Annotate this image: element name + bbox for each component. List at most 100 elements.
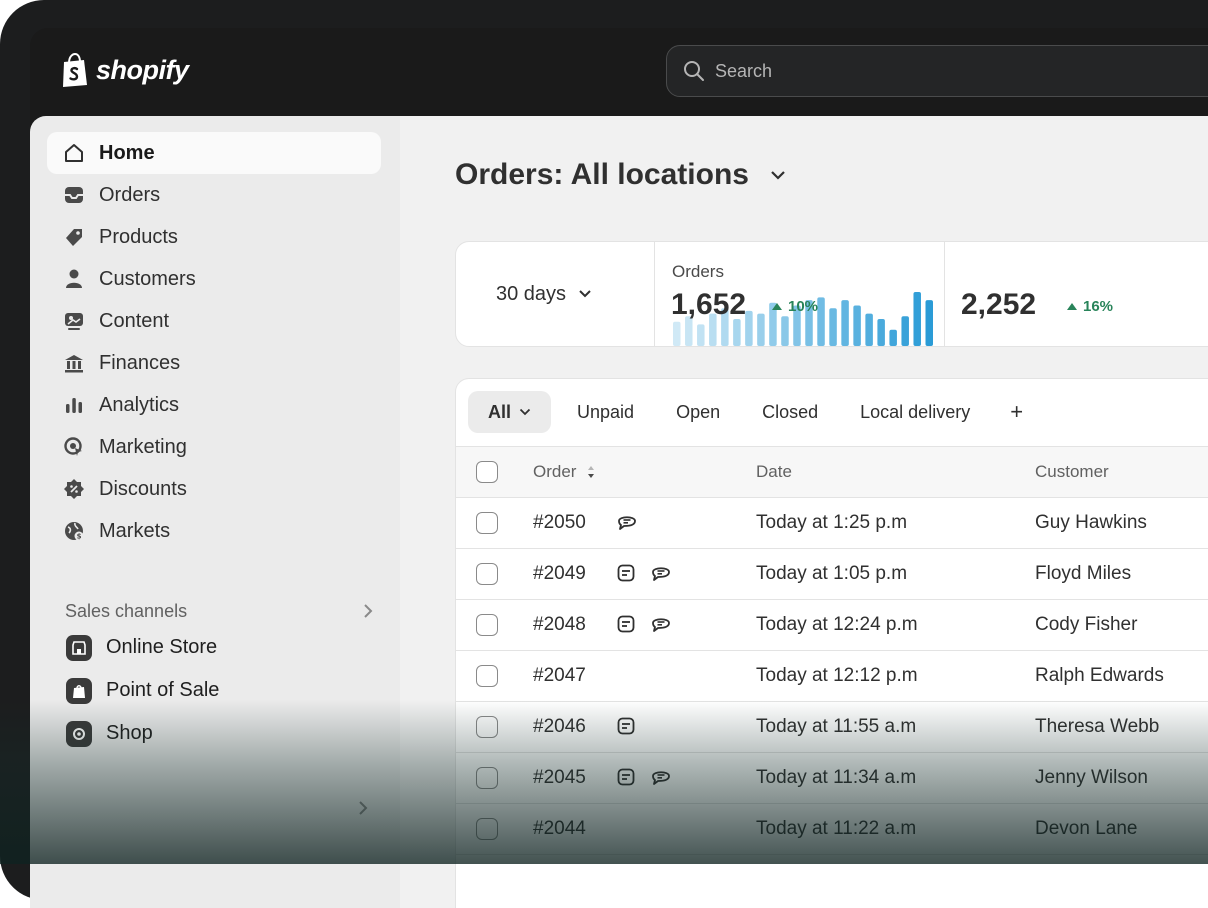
order-date: Today at 1:05 p.m: [756, 563, 908, 584]
tab-unpaid[interactable]: Unpaid: [557, 391, 654, 433]
channel-label: Point of Sale: [106, 679, 220, 701]
sidebar-item-label: Markets: [99, 519, 171, 542]
comment-icon: [650, 614, 672, 639]
image-icon: [65, 313, 83, 330]
tab-local-delivery[interactable]: Local delivery: [840, 391, 990, 433]
table-row[interactable]: #2047 Today at 12:12 p.m Ralph Edwards: [456, 651, 1208, 702]
table-row[interactable]: #2050 Today at 1:25 p.m Guy Hawkins: [456, 498, 1208, 549]
sidebar-item-markets[interactable]: $ Markets: [47, 510, 381, 552]
order-number[interactable]: #2050: [533, 512, 586, 533]
metric-value: 2,252: [961, 288, 1037, 321]
order-number[interactable]: #2047: [533, 665, 586, 686]
table-row[interactable]: #2048 Today at 12:24 p.m Cody Fisher: [456, 600, 1208, 651]
sales-channels-label: Sales channels: [65, 600, 188, 621]
order-indicators: [616, 614, 672, 639]
sidebar-item-label: Customers: [99, 267, 196, 290]
column-date[interactable]: Date: [756, 462, 792, 482]
order-customer: Ralph Edwards: [1035, 665, 1164, 686]
sidebar-item-finances[interactable]: Finances: [47, 342, 381, 384]
order-customer: Guy Hawkins: [1035, 512, 1147, 533]
column-order[interactable]: Order: [533, 462, 596, 482]
shopify-logo[interactable]: shopify: [60, 52, 189, 88]
inbox-icon: [65, 187, 83, 203]
sparkline-bar: [805, 300, 813, 346]
channel-online-store[interactable]: Online Store: [66, 626, 386, 669]
chevron-down-icon: [519, 408, 531, 416]
order-number[interactable]: #2046: [533, 716, 586, 737]
sparkline-bar: [769, 302, 777, 346]
sparkline-bar: [877, 319, 885, 346]
trend-value: 16%: [1083, 298, 1114, 315]
sidebar-item-label: Content: [99, 309, 170, 332]
tab-open[interactable]: Open: [656, 391, 740, 433]
metric-trend: 16%: [1066, 298, 1113, 315]
sidebar-item-discounts[interactable]: Discounts: [47, 468, 381, 510]
row-checkbox[interactable]: [476, 563, 498, 585]
order-date: Today at 11:22 a.m: [756, 818, 917, 839]
sidebar-item-label: Home: [99, 141, 155, 164]
sparkline-bar: [865, 313, 873, 346]
chevron-right-icon[interactable]: [356, 800, 370, 816]
sidebar: Home Orders Products Customers Content: [30, 116, 400, 908]
order-number[interactable]: #2049: [533, 563, 586, 584]
sparkline-bar: [841, 300, 849, 346]
sidebar-item-content[interactable]: Content: [47, 300, 381, 342]
sparkline-bar: [685, 316, 693, 346]
order-customer: Devon Lane: [1035, 818, 1138, 839]
add-tab-button[interactable]: +: [990, 391, 1043, 433]
sparkline-bar: [781, 316, 789, 346]
sales-channels-header[interactable]: Sales channels: [65, 596, 375, 626]
row-checkbox[interactable]: [476, 716, 498, 738]
order-number[interactable]: #2045: [533, 767, 586, 788]
sidebar-item-analytics[interactable]: Analytics: [47, 384, 381, 426]
channel-label: Online Store: [106, 636, 218, 658]
order-number[interactable]: #2044: [533, 818, 586, 839]
table-row[interactable]: #2046 Today at 11:55 a.m Theresa Webb: [456, 702, 1208, 753]
sidebar-item-customers[interactable]: Customers: [47, 258, 381, 300]
sidebar-nav: Home Orders Products Customers Content: [47, 132, 381, 552]
svg-text:$: $: [77, 533, 82, 541]
order-date: Today at 12:12 p.m: [756, 665, 918, 686]
table-row[interactable]: #2045 Today at 11:34 a.m Jenny Wilson: [456, 753, 1208, 804]
sidebar-item-products[interactable]: Products: [47, 216, 381, 258]
sidebar-item-marketing[interactable]: Marketing: [47, 426, 381, 468]
channel-point-of-sale[interactable]: Point of Sale: [66, 669, 386, 712]
page-title: Orders: All locations: [455, 158, 749, 191]
store-icon: [66, 634, 92, 661]
metric-secondary[interactable]: 2,252 16%: [944, 242, 1208, 346]
tab-closed[interactable]: Closed: [742, 391, 838, 433]
sparkline-bar: [853, 305, 861, 346]
filter-tabs: All Unpaid Open Closed Local delivery +: [468, 391, 1043, 433]
order-number[interactable]: #2048: [533, 614, 586, 635]
metrics-card: 30 days Orders 1,652 10% 2,252: [455, 241, 1208, 347]
order-indicators: [616, 563, 672, 588]
tab-all[interactable]: All: [468, 391, 552, 433]
orders-sparkline: [673, 292, 933, 346]
sparkline-bar: [913, 292, 921, 346]
pos-bag-icon: [66, 677, 92, 704]
metric-orders[interactable]: Orders 1,652 10%: [655, 242, 945, 346]
row-checkbox[interactable]: [476, 665, 498, 687]
sidebar-item-label: Analytics: [99, 393, 180, 416]
sparkline-bar: [745, 310, 753, 346]
chevron-down-icon[interactable]: [769, 169, 787, 181]
table-row[interactable]: #2044 Today at 11:22 a.m Devon Lane: [456, 804, 1208, 855]
shopify-bag-icon: [63, 52, 87, 87]
select-all-checkbox[interactable]: [476, 461, 498, 483]
sparkline-bar: [889, 329, 897, 346]
trend-value: 10%: [788, 298, 819, 315]
table-row[interactable]: #2049 Today at 1:05 p.m Floyd Miles: [456, 549, 1208, 600]
sidebar-item-home[interactable]: Home: [47, 132, 381, 174]
row-checkbox[interactable]: [476, 767, 498, 789]
column-customer[interactable]: Customer: [1035, 462, 1109, 482]
search-input[interactable]: [715, 60, 1115, 82]
period-selector[interactable]: 30 days: [456, 242, 655, 346]
search-bar[interactable]: [666, 45, 1208, 97]
sidebar-item-orders[interactable]: Orders: [47, 174, 381, 216]
row-checkbox[interactable]: [476, 818, 498, 840]
table-header: Order Date Customer: [456, 446, 1208, 498]
channel-shop[interactable]: Shop: [66, 712, 386, 755]
row-checkbox[interactable]: [476, 512, 498, 534]
row-checkbox[interactable]: [476, 614, 498, 636]
